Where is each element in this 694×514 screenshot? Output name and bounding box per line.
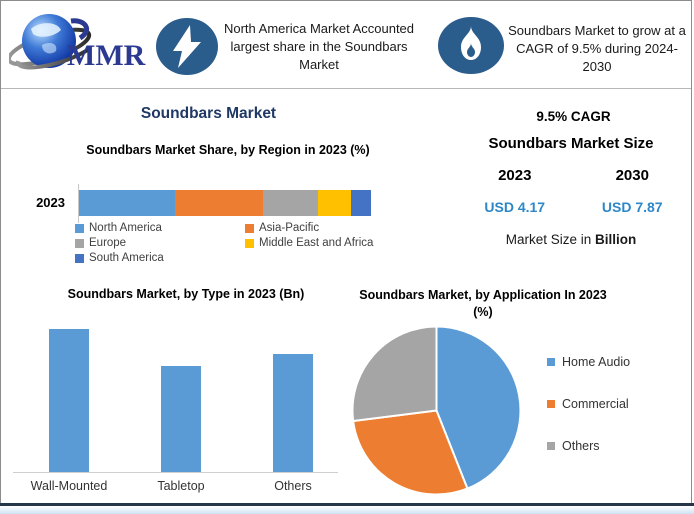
legend-swatch-asia-pacific [245, 223, 254, 233]
legend-item-europe: Europe [75, 237, 245, 249]
market-size-title: Soundbars Market Size [488, 135, 654, 152]
type-chart-category-labels: Wall-Mounted Tabletop Others [13, 479, 349, 493]
region-segment-south-america [350, 190, 371, 216]
legend-swatch-commercial [547, 400, 555, 408]
type-chart-title: Soundbars Market, by Type in 2023 (Bn) [67, 287, 305, 301]
value-end: USD 7.87 [601, 199, 663, 215]
region-legend: North America Asia-Pacific Europe Middle Ea… [75, 222, 410, 264]
market-size-years: 2023 2030 [456, 167, 691, 184]
type-category-label-others: Others [274, 479, 312, 493]
legend-item-commercial: Commercial [547, 397, 630, 411]
type-chart-plot [13, 318, 338, 473]
region-segment-asia-pacific [175, 190, 263, 216]
type-bar-tabletop [161, 366, 201, 472]
market-size-values: USD 4.17 USD 7.87 [456, 199, 691, 215]
pie-slice-commercial [352, 409, 469, 496]
type-category-label-wall-mounted: Wall-Mounted [30, 479, 108, 493]
application-pie-chart [351, 325, 522, 496]
type-bar-others [273, 354, 313, 472]
header-callout-cagr: Soundbars Market to grow at a CAGR of 9.… [508, 23, 686, 74]
legend-swatch-home-audio [547, 358, 555, 366]
region-axis-label: 2023 [36, 195, 65, 210]
legend-label: Middle East and Africa [259, 237, 374, 249]
legend-label: South America [89, 252, 164, 264]
infographic-body: MMR North America Market Accounted large… [0, 0, 692, 503]
legend-item-asia-pacific: Asia-Pacific [245, 222, 410, 234]
legend-item-others: Others [547, 439, 630, 453]
legend-swatch-others [547, 442, 555, 450]
legend-label: Commercial [562, 397, 629, 411]
year-end: 2030 [615, 167, 649, 184]
region-chart-title: Soundbars Market Share, by Region in 202… [86, 143, 370, 157]
legend-swatch-europe [75, 238, 84, 248]
region-segment-europe [262, 190, 319, 216]
legend-label: Others [562, 439, 600, 453]
pie-slice-home-audio [435, 325, 522, 490]
legend-item-middle-east-and-africa: Middle East and Africa [245, 237, 410, 249]
bottom-strip [0, 506, 694, 514]
legend-swatch-north-america [75, 223, 84, 233]
header-callout-north-america: North America Market Accounted largest s… [223, 21, 415, 72]
legend-label: Home Audio [562, 355, 631, 369]
market-size-note: Market Size in Billion [441, 232, 694, 247]
legend-label: Europe [89, 237, 127, 249]
region-segment-middle-east-and-africa [318, 190, 351, 216]
type-bar-wall-mounted [49, 329, 89, 472]
note-prefix: Market Size in [505, 232, 596, 247]
flame-icon [438, 17, 504, 74]
value-start: USD 4.17 [484, 199, 546, 215]
lightning-icon [156, 18, 218, 75]
legend-swatch-middle-east-and-africa [245, 238, 254, 248]
legend-item-south-america: South America [75, 252, 245, 264]
page-title: Soundbars Market [140, 105, 277, 122]
note-unit: Billion [595, 232, 637, 247]
legend-label: Asia-Pacific [259, 222, 320, 234]
pie-slice-others [351, 325, 438, 423]
region-segment-north-america [79, 190, 176, 216]
legend-swatch-south-america [75, 253, 84, 263]
header: MMR North America Market Accounted large… [1, 1, 691, 89]
legend-item-home-audio: Home Audio [547, 355, 630, 369]
region-axis-line [78, 184, 79, 223]
globe-icon [9, 14, 92, 70]
cagr-stat: 9.5% CAGR [536, 109, 611, 124]
logo-wordmark: MMR [67, 39, 146, 72]
region-stacked-bar [79, 190, 371, 216]
legend-label: North America [89, 222, 162, 234]
year-start: 2023 [498, 167, 532, 184]
legend-item-north-america: North America [75, 222, 245, 234]
bottom-accent-line [0, 503, 694, 506]
type-category-label-tabletop: Tabletop [157, 479, 205, 493]
application-legend: Home Audio Commercial Others [547, 355, 630, 481]
mmr-logo: MMR [9, 14, 146, 72]
application-chart-title: Soundbars Market, by Application In 2023… [359, 288, 607, 319]
